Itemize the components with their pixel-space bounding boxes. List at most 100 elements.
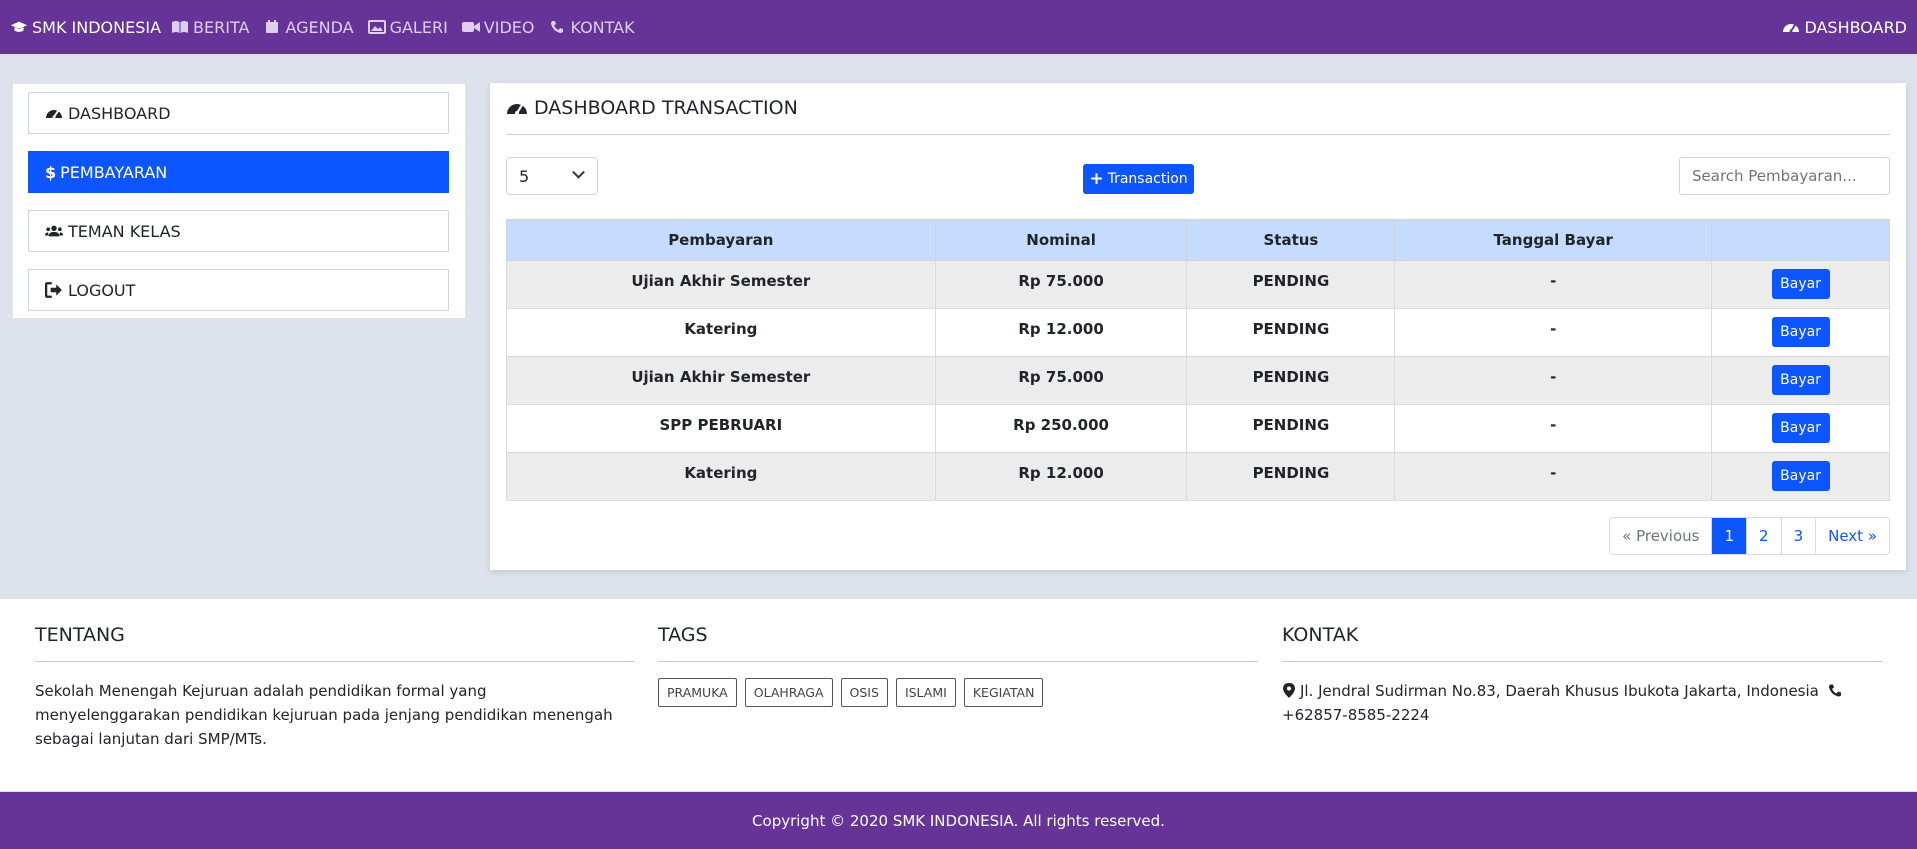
column-header-pembayaran: Pembayaran bbox=[506, 219, 936, 261]
search-input[interactable] bbox=[1679, 157, 1890, 195]
cell-pembayaran: Ujian Akhir Semester bbox=[506, 260, 936, 309]
table-row: Ujian Akhir Semester Rp 75.000 PENDING -… bbox=[506, 356, 1890, 405]
sign-out-icon bbox=[45, 282, 62, 298]
cell-status: PENDING bbox=[1186, 452, 1396, 501]
nav-item-label: KONTAK bbox=[570, 17, 635, 37]
footer-tags-title: TAGS bbox=[658, 621, 1258, 662]
footer-tags: TAGS PRAMUKA OLAHRAGA OSIS ISLAMI KEGIAT… bbox=[658, 621, 1258, 707]
nav-item-label: BERITA bbox=[193, 17, 250, 37]
footer: TENTANG Sekolah Menengah Kejuruan adalah… bbox=[0, 599, 1917, 791]
nav-item-berita[interactable]: BERITA bbox=[171, 18, 249, 37]
pagination-page-3[interactable]: 3 bbox=[1780, 518, 1816, 554]
sidebar-item-label: DASHBOARD bbox=[68, 103, 171, 123]
transaction-card: DASHBOARD TRANSACTION 5 + Transaction Pe… bbox=[490, 83, 1906, 570]
phone-icon bbox=[1828, 684, 1841, 697]
pagination-page-1[interactable]: 1 bbox=[1711, 518, 1747, 554]
table-row: Katering Rp 12.000 PENDING - Bayar bbox=[506, 308, 1890, 357]
tag-item[interactable]: PRAMUKA bbox=[658, 678, 737, 707]
dollar-icon: $ bbox=[45, 162, 57, 182]
column-header-status: Status bbox=[1186, 219, 1396, 261]
cell-status: PENDING bbox=[1186, 404, 1396, 453]
table-row: Ujian Akhir Semester Rp 75.000 PENDING -… bbox=[506, 260, 1890, 309]
nav-item-label: AGENDA bbox=[285, 17, 354, 37]
sidebar: DASHBOARD $ PEMBAYARAN TEMAN KELAS LOGOU… bbox=[12, 83, 466, 319]
page-title: DASHBOARD TRANSACTION bbox=[534, 97, 798, 119]
cell-pembayaran: SPP PEBRUARI bbox=[506, 404, 936, 453]
per-page-value: 5 bbox=[519, 166, 530, 186]
cell-tanggal: - bbox=[1394, 452, 1713, 501]
cell-action: Bayar bbox=[1711, 260, 1890, 309]
cell-tanggal: - bbox=[1394, 308, 1713, 357]
graduation-cap-icon bbox=[10, 21, 28, 32]
sidebar-item-logout[interactable]: LOGOUT bbox=[28, 269, 449, 311]
footer-phone: +62857-8585-2224 bbox=[1282, 706, 1430, 724]
add-transaction-button[interactable]: + Transaction bbox=[1083, 164, 1194, 194]
cell-action: Bayar bbox=[1711, 356, 1890, 405]
gauge-icon bbox=[507, 104, 527, 115]
card-title: DASHBOARD TRANSACTION bbox=[506, 97, 1890, 135]
footer-address: Jl. Jendral Sudirman No.83, Daerah Khusu… bbox=[1300, 682, 1819, 700]
copyright-text: Copyright © 2020 SMK INDONESIA. All righ… bbox=[752, 811, 1165, 830]
table-header-row: Pembayaran Nominal Status Tanggal Bayar bbox=[506, 219, 1890, 261]
cell-nominal: Rp 75.000 bbox=[934, 260, 1188, 309]
sidebar-item-pembayaran[interactable]: $ PEMBAYARAN bbox=[28, 151, 449, 193]
sidebar-item-label: PEMBAYARAN bbox=[60, 162, 168, 182]
chevron-down-icon bbox=[572, 165, 585, 179]
nav-item-agenda[interactable]: AGENDA bbox=[263, 17, 354, 37]
cell-tanggal: - bbox=[1394, 404, 1713, 453]
sidebar-item-label: LOGOUT bbox=[68, 280, 136, 300]
cell-nominal: Rp 75.000 bbox=[934, 356, 1188, 405]
footer-kontak: KONTAK Jl. Jendral Sudirman No.83, Daera… bbox=[1282, 621, 1883, 727]
bayar-button[interactable]: Bayar bbox=[1771, 365, 1830, 395]
cell-pembayaran: Ujian Akhir Semester bbox=[506, 356, 936, 405]
cell-tanggal: - bbox=[1394, 260, 1713, 309]
nav-brand-label: SMK INDONESIA bbox=[32, 17, 162, 37]
map-marker-icon bbox=[1283, 683, 1295, 698]
footer-kontak-text: Jl. Jendral Sudirman No.83, Daerah Khusu… bbox=[1282, 679, 1883, 727]
phone-icon bbox=[551, 21, 564, 33]
tag-list: PRAMUKA OLAHRAGA OSIS ISLAMI KEGIATAN bbox=[658, 678, 1258, 707]
sidebar-item-dashboard[interactable]: DASHBOARD bbox=[28, 92, 449, 134]
nav-dashboard-label: DASHBOARD bbox=[1804, 17, 1907, 37]
bayar-button[interactable]: Bayar bbox=[1771, 317, 1830, 347]
table-row: SPP PEBRUARI Rp 250.000 PENDING - Bayar bbox=[506, 404, 1890, 453]
tag-item[interactable]: OLAHRAGA bbox=[744, 678, 833, 707]
cell-action: Bayar bbox=[1711, 404, 1890, 453]
tag-item[interactable]: ISLAMI bbox=[895, 678, 956, 707]
pagination-next[interactable]: Next » bbox=[1815, 518, 1889, 554]
sidebar-item-label: TEMAN KELAS bbox=[68, 221, 181, 241]
tag-item[interactable]: OSIS bbox=[840, 678, 888, 707]
pagination-previous[interactable]: « Previous bbox=[1610, 518, 1712, 554]
nav-dashboard-link[interactable]: DASHBOARD bbox=[1782, 0, 1907, 54]
sidebar-item-teman-kelas[interactable]: TEMAN KELAS bbox=[28, 210, 449, 252]
column-header-nominal: Nominal bbox=[934, 219, 1188, 261]
cell-tanggal: - bbox=[1394, 356, 1713, 405]
bayar-button[interactable]: Bayar bbox=[1771, 413, 1830, 443]
bayar-button[interactable]: Bayar bbox=[1771, 461, 1830, 491]
table-row: Katering Rp 12.000 PENDING - Bayar bbox=[506, 452, 1890, 501]
bayar-button[interactable]: Bayar bbox=[1771, 269, 1830, 299]
nav-item-video[interactable]: VIDEO bbox=[461, 18, 534, 37]
footer-tentang-title: TENTANG bbox=[35, 621, 635, 662]
image-icon bbox=[367, 20, 386, 34]
footer-tentang-text: Sekolah Menengah Kejuruan adalah pendidi… bbox=[35, 682, 613, 748]
per-page-select[interactable]: 5 bbox=[506, 157, 598, 195]
nav-item-kontak[interactable]: KONTAK bbox=[548, 17, 635, 37]
cell-nominal: Rp 250.000 bbox=[934, 404, 1188, 453]
cell-nominal: Rp 12.000 bbox=[934, 308, 1188, 357]
tag-item[interactable]: KEGIATAN bbox=[963, 678, 1044, 707]
copyright-bar: Copyright © 2020 SMK INDONESIA. All righ… bbox=[0, 792, 1917, 849]
users-icon bbox=[45, 225, 63, 237]
add-transaction-label: Transaction bbox=[1107, 171, 1188, 187]
nav-item-galeri[interactable]: GALERI bbox=[367, 18, 448, 37]
cell-action: Bayar bbox=[1711, 452, 1890, 501]
cell-status: PENDING bbox=[1186, 308, 1396, 357]
nav-brand-link[interactable]: SMK INDONESIA bbox=[10, 18, 161, 37]
pagination-page-2[interactable]: 2 bbox=[1746, 518, 1781, 554]
calendar-icon bbox=[266, 20, 279, 33]
cell-nominal: Rp 12.000 bbox=[934, 452, 1188, 501]
column-header-tanggal-bayar: Tanggal Bayar bbox=[1394, 219, 1713, 261]
plus-icon: + bbox=[1089, 169, 1104, 189]
footer-kontak-title: KONTAK bbox=[1282, 621, 1883, 662]
cell-status: PENDING bbox=[1186, 260, 1396, 309]
